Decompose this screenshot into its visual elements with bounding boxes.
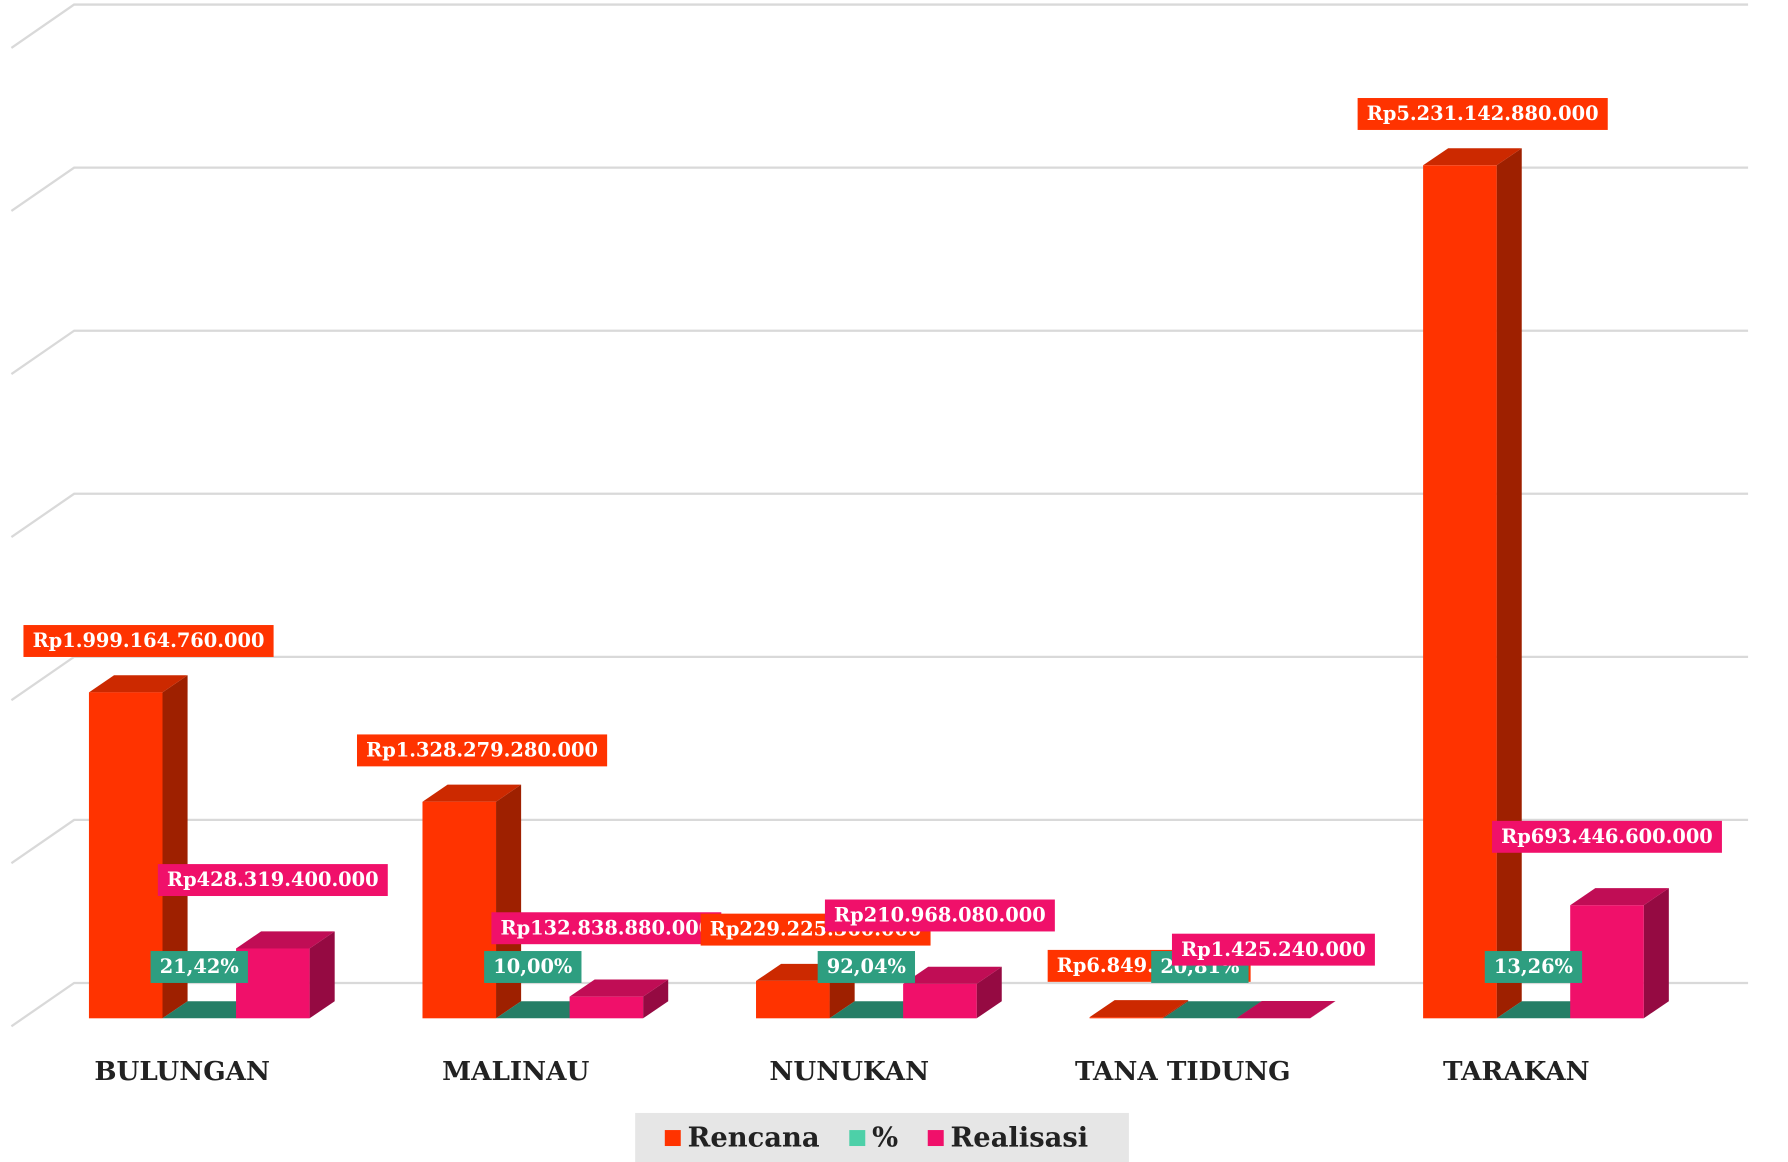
value-label-box bbox=[157, 864, 388, 897]
grid-line bbox=[10, 166, 1749, 212]
value-label-box bbox=[1171, 933, 1375, 966]
bar-side bbox=[496, 784, 522, 1019]
value-label: Rp210.968.080.000 bbox=[834, 904, 1046, 927]
legend-label: Realisasi bbox=[951, 1122, 1089, 1154]
bar-top bbox=[236, 931, 335, 949]
value-label-group: Rp1.999.164.760.000 bbox=[23, 625, 274, 657]
legend-swatch bbox=[664, 1130, 681, 1147]
x-tick-label: TANA TIDUNG bbox=[1075, 1056, 1291, 1087]
value-label-box bbox=[23, 625, 274, 657]
bar-top bbox=[1236, 1000, 1336, 1019]
value-label-box bbox=[1357, 98, 1608, 130]
legend-swatch bbox=[849, 1130, 866, 1147]
x-tick-label: NUNUKAN bbox=[769, 1056, 929, 1087]
bar bbox=[1089, 1017, 1164, 1019]
value-label-group: Rp428.319.400.000 bbox=[157, 864, 388, 897]
legend-label: Rencana bbox=[688, 1122, 820, 1154]
value-label-box bbox=[484, 951, 582, 983]
value-label: 10,00% bbox=[493, 955, 572, 978]
value-label-group: Rp210.968.080.000 bbox=[824, 899, 1055, 932]
bar-side bbox=[643, 979, 669, 1019]
value-label-group: Rp5.231.142.880.000 bbox=[1357, 98, 1608, 130]
grid-line bbox=[10, 492, 1749, 539]
x-tick-label: MALINAU bbox=[442, 1056, 589, 1087]
bar-side bbox=[976, 966, 1002, 1019]
value-label: Rp428.319.400.000 bbox=[167, 868, 379, 891]
bar-top bbox=[88, 675, 188, 693]
bar-side bbox=[1643, 888, 1669, 1019]
legend-box bbox=[635, 1112, 1129, 1162]
bar-side bbox=[162, 675, 188, 1019]
value-label: Rp1.999.164.760.000 bbox=[33, 629, 265, 652]
bar bbox=[236, 948, 310, 1019]
bar-top bbox=[422, 784, 522, 802]
bar-top bbox=[1163, 1001, 1262, 1019]
value-label: Rp693.446.600.000 bbox=[1501, 825, 1713, 848]
bar-top bbox=[903, 966, 1002, 984]
bar-top bbox=[569, 979, 669, 997]
bar bbox=[422, 801, 497, 1019]
value-label-group: Rp1.425.240.000 bbox=[1171, 933, 1375, 966]
legend-label: % bbox=[872, 1122, 898, 1154]
value-label-box bbox=[817, 951, 916, 983]
bar-top bbox=[1570, 888, 1669, 906]
bar-side bbox=[1163, 1000, 1189, 1019]
value-label-group: Rp693.446.600.000 bbox=[1492, 820, 1722, 853]
x-tick-label: BULUNGAN bbox=[94, 1056, 270, 1087]
bar-side bbox=[1310, 1000, 1336, 1019]
value-label-box bbox=[1484, 951, 1583, 983]
value-label-group: Rp132.838.880.000 bbox=[491, 912, 722, 945]
bar-side bbox=[1496, 148, 1522, 1019]
bar-side bbox=[309, 931, 335, 1019]
value-label-box bbox=[356, 734, 608, 767]
grid-line bbox=[10, 818, 1749, 865]
x-tick-label: TARAKAN bbox=[1443, 1056, 1590, 1087]
bar bbox=[756, 980, 830, 1019]
value-label: Rp1.328.279.280.000 bbox=[366, 739, 598, 762]
bar bbox=[903, 983, 977, 1019]
value-label-group: 10,00% bbox=[484, 951, 582, 983]
value-label-group: 92,04% bbox=[817, 951, 916, 983]
value-label-group: 21,42% bbox=[150, 951, 248, 983]
value-label-box bbox=[491, 912, 722, 945]
grid-line bbox=[10, 329, 1749, 375]
value-label: Rp132.838.880.000 bbox=[501, 916, 713, 939]
bar bbox=[88, 692, 163, 1019]
value-label-group: 13,26% bbox=[1484, 951, 1583, 983]
value-label: 13,26% bbox=[1494, 955, 1573, 978]
bar-top bbox=[1423, 148, 1522, 166]
bar bbox=[569, 996, 644, 1019]
value-label: Rp1.425.240.000 bbox=[1181, 938, 1366, 961]
grid-line bbox=[10, 3, 1749, 49]
bar bbox=[1570, 905, 1644, 1019]
value-label-box bbox=[150, 951, 248, 983]
value-label: 92,04% bbox=[827, 955, 906, 978]
value-label-box bbox=[824, 899, 1055, 932]
value-label: Rp5.231.142.880.000 bbox=[1367, 102, 1599, 125]
legend-swatch bbox=[927, 1130, 944, 1147]
bar-top bbox=[1089, 1000, 1189, 1018]
value-label-group: Rp1.328.279.280.000 bbox=[356, 734, 608, 767]
value-label-box bbox=[1492, 820, 1722, 853]
bar bbox=[1423, 165, 1497, 1019]
value-label: 21,42% bbox=[160, 955, 239, 978]
